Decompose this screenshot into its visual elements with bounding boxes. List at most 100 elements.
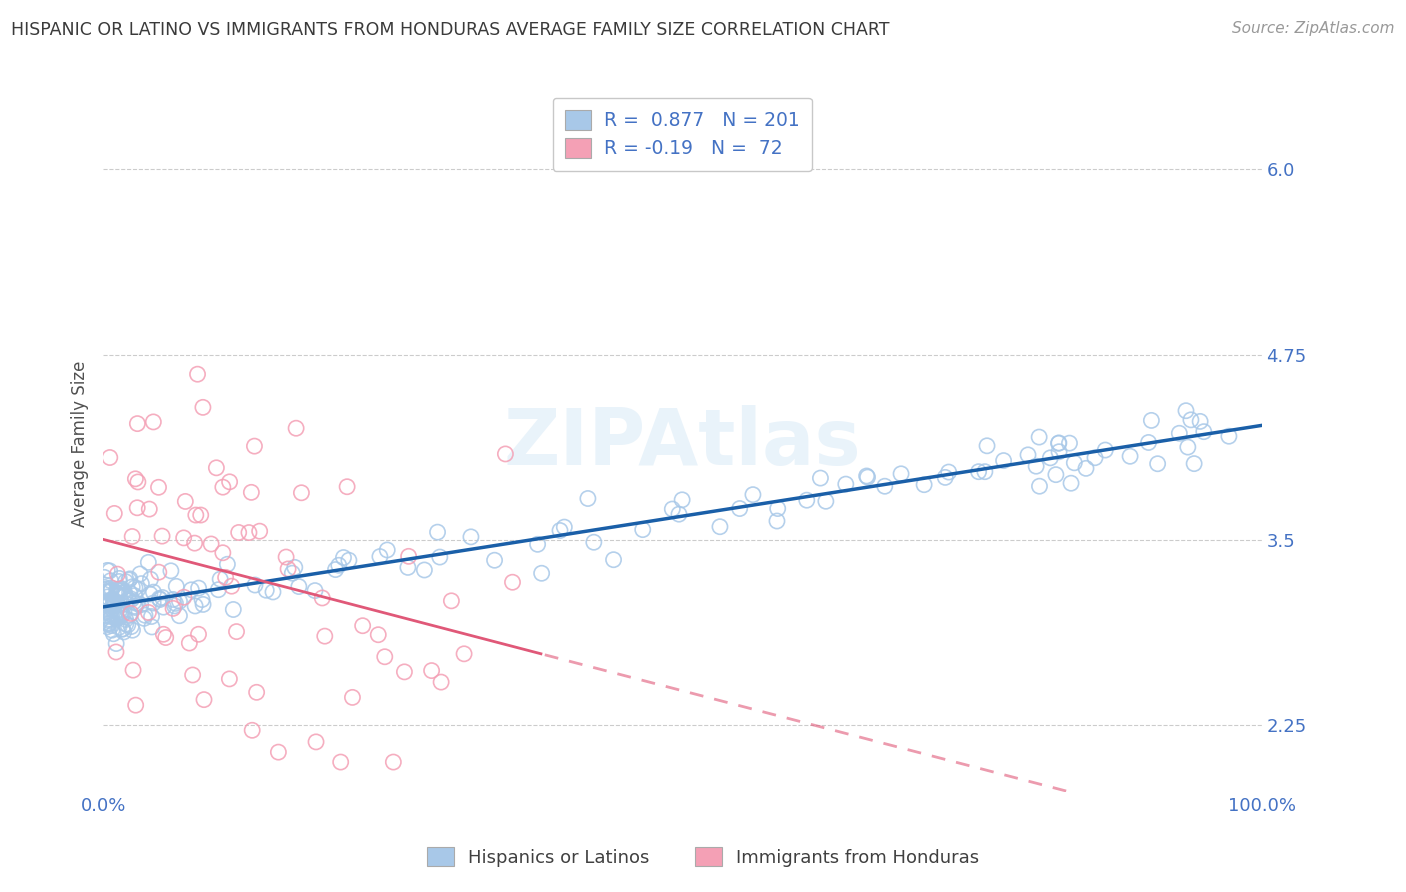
Point xyxy=(132,611,155,625)
Point xyxy=(1028,479,1050,493)
Point xyxy=(426,525,449,540)
Point xyxy=(183,536,205,550)
Point xyxy=(163,599,186,613)
Point xyxy=(890,467,912,481)
Point xyxy=(218,672,240,686)
Point xyxy=(742,488,765,502)
Point xyxy=(105,636,128,650)
Point xyxy=(93,580,115,594)
Point xyxy=(912,477,935,491)
Point xyxy=(314,629,336,643)
Point xyxy=(1168,426,1191,441)
Point xyxy=(129,566,152,581)
Point xyxy=(430,675,453,690)
Point xyxy=(281,566,304,581)
Point xyxy=(100,583,122,598)
Point xyxy=(97,596,120,610)
Point xyxy=(1189,414,1212,428)
Point xyxy=(114,617,136,632)
Point xyxy=(1137,435,1160,450)
Point xyxy=(1028,430,1050,444)
Point xyxy=(98,593,121,607)
Point xyxy=(1180,413,1202,427)
Point xyxy=(873,479,896,493)
Point xyxy=(1182,457,1205,471)
Point xyxy=(284,560,307,574)
Point xyxy=(98,564,121,578)
Point xyxy=(180,582,202,597)
Point xyxy=(118,607,141,622)
Point xyxy=(112,590,135,604)
Point xyxy=(141,609,163,624)
Point xyxy=(179,636,201,650)
Point xyxy=(98,614,121,628)
Point xyxy=(152,591,174,605)
Point xyxy=(382,755,405,769)
Point xyxy=(222,602,245,616)
Point xyxy=(112,584,135,599)
Point xyxy=(160,564,183,578)
Point xyxy=(973,465,995,479)
Point xyxy=(111,622,134,636)
Legend: Hispanics or Latinos, Immigrants from Honduras: Hispanics or Latinos, Immigrants from Ho… xyxy=(419,840,987,874)
Point xyxy=(108,574,131,589)
Point xyxy=(124,589,146,603)
Point xyxy=(149,592,172,607)
Point xyxy=(191,401,214,415)
Point xyxy=(766,514,789,528)
Point xyxy=(243,439,266,453)
Point xyxy=(553,520,575,534)
Point xyxy=(205,460,228,475)
Point xyxy=(191,598,214,612)
Point xyxy=(238,525,260,540)
Point xyxy=(142,596,165,610)
Point xyxy=(396,560,419,574)
Point xyxy=(186,368,208,382)
Point xyxy=(217,558,239,572)
Point xyxy=(602,552,624,566)
Point xyxy=(173,531,195,545)
Point xyxy=(129,598,152,612)
Point xyxy=(100,595,122,609)
Point xyxy=(96,590,118,604)
Point xyxy=(1146,457,1168,471)
Point xyxy=(112,624,135,639)
Point xyxy=(108,620,131,634)
Point xyxy=(98,616,121,631)
Point xyxy=(111,622,134,636)
Point xyxy=(207,582,229,597)
Point xyxy=(290,485,312,500)
Point xyxy=(375,543,398,558)
Point xyxy=(325,563,347,577)
Point xyxy=(1074,461,1097,475)
Point xyxy=(218,475,240,489)
Point xyxy=(228,525,250,540)
Point xyxy=(526,537,548,551)
Point xyxy=(367,628,389,642)
Point xyxy=(429,550,451,565)
Point xyxy=(141,620,163,634)
Point xyxy=(976,439,998,453)
Point xyxy=(243,578,266,592)
Point xyxy=(105,582,128,597)
Point xyxy=(342,690,364,705)
Point xyxy=(110,582,132,597)
Point xyxy=(214,570,236,584)
Point xyxy=(108,607,131,621)
Point xyxy=(93,582,115,597)
Point xyxy=(1094,443,1116,458)
Point xyxy=(1175,403,1198,417)
Point xyxy=(267,745,290,759)
Point xyxy=(332,550,354,565)
Point xyxy=(110,606,132,620)
Point xyxy=(1025,459,1047,474)
Point xyxy=(139,572,162,586)
Point xyxy=(148,565,170,579)
Point xyxy=(1047,436,1070,450)
Point xyxy=(191,592,214,607)
Point xyxy=(200,537,222,551)
Point xyxy=(285,421,308,435)
Y-axis label: Average Family Size: Average Family Size xyxy=(72,360,89,526)
Point xyxy=(274,549,297,564)
Point xyxy=(337,553,360,567)
